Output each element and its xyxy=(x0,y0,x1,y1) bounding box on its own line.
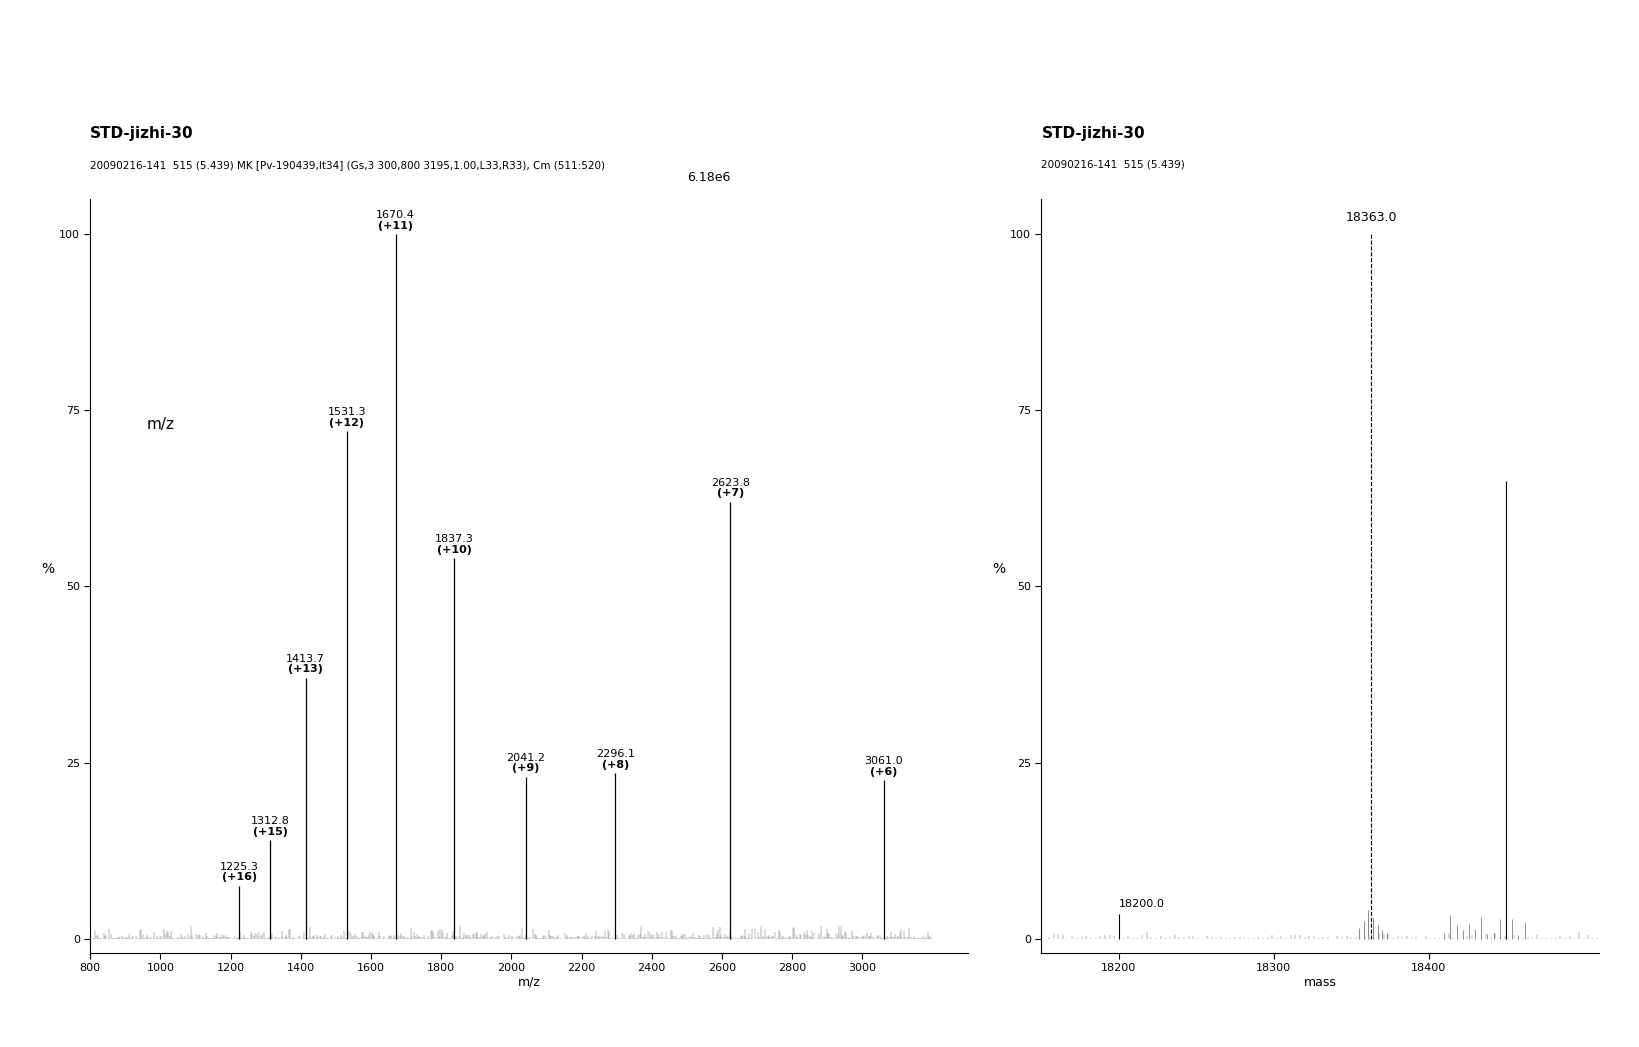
Text: 18363.0: 18363.0 xyxy=(1344,210,1396,224)
Text: 18200.0: 18200.0 xyxy=(1118,899,1164,909)
Text: 20090216-141  515 (5.439): 20090216-141 515 (5.439) xyxy=(1041,159,1185,170)
Text: (+15): (+15) xyxy=(252,826,287,837)
Text: (+6): (+6) xyxy=(870,766,897,777)
Text: m/z: m/z xyxy=(146,417,174,431)
Y-axis label: %: % xyxy=(41,562,54,576)
Text: 1670.4: 1670.4 xyxy=(375,210,415,220)
Text: 3061.0: 3061.0 xyxy=(864,756,903,766)
Text: (+7): (+7) xyxy=(716,488,744,498)
Text: 2296.1: 2296.1 xyxy=(595,749,634,759)
Text: 2623.8: 2623.8 xyxy=(710,477,749,488)
Text: (+9): (+9) xyxy=(511,763,539,773)
Text: 1312.8: 1312.8 xyxy=(251,816,290,826)
X-axis label: mass: mass xyxy=(1303,976,1336,989)
Y-axis label: %: % xyxy=(992,562,1005,576)
Text: (+11): (+11) xyxy=(379,221,413,230)
Text: 20090216-141  515 (5.439) MK [Pv-190439,It34] (Gs,3 300,800 3195,1.00,L33,R33), : 20090216-141 515 (5.439) MK [Pv-190439,I… xyxy=(90,159,605,170)
Text: STD-jizhi-30: STD-jizhi-30 xyxy=(90,127,193,141)
Text: 2041.2: 2041.2 xyxy=(506,753,546,762)
Text: (+12): (+12) xyxy=(329,418,364,428)
Text: (+8): (+8) xyxy=(602,759,628,770)
Text: (+13): (+13) xyxy=(288,665,323,674)
Text: STD-jizhi-30: STD-jizhi-30 xyxy=(1041,127,1144,141)
Text: 1225.3: 1225.3 xyxy=(220,862,259,872)
X-axis label: m/z: m/z xyxy=(518,976,539,989)
Text: 1837.3: 1837.3 xyxy=(434,534,474,544)
Text: (+10): (+10) xyxy=(436,544,472,555)
Text: 1413.7: 1413.7 xyxy=(285,654,325,664)
Text: 6.18e6: 6.18e6 xyxy=(687,171,729,184)
Text: 1531.3: 1531.3 xyxy=(328,407,365,418)
Text: (+16): (+16) xyxy=(221,872,257,883)
